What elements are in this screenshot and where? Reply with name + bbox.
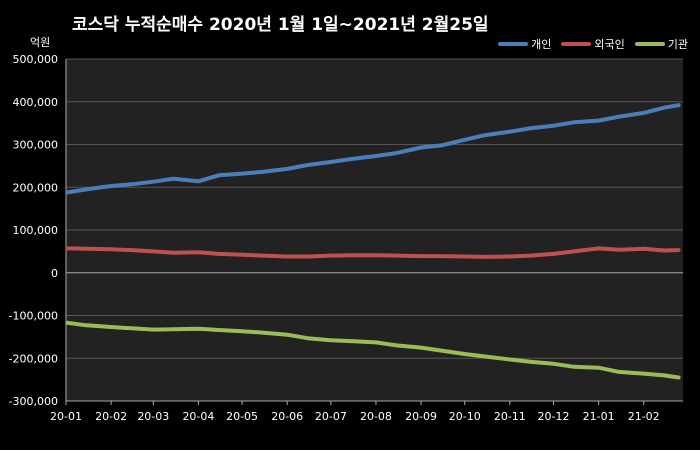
legend-swatch-individual (498, 42, 529, 46)
y-tick-label: 300,000 (13, 139, 59, 152)
legend-item-institution[interactable]: 기관 (634, 36, 688, 52)
x-tick-label: 20-09 (405, 410, 437, 423)
x-tick-label: 20-08 (360, 410, 392, 423)
y-tick-label: 500,000 (13, 53, 59, 66)
x-tick-label: 20-11 (494, 410, 526, 423)
series-line-2 (65, 320, 681, 380)
x-tick-label: 20-06 (271, 410, 303, 423)
x-tick-label: 20-07 (315, 410, 347, 423)
legend-label-individual: 개인 (531, 38, 552, 51)
y-tick-label: 100,000 (13, 224, 59, 237)
legend-label-institution: 기관 (667, 38, 688, 51)
y-axis-unit-label: 억원 (30, 36, 51, 49)
legend-item-foreign[interactable]: 외국인 (561, 36, 625, 52)
legend-item-individual[interactable]: 개인 (498, 36, 551, 52)
chart-title: 코스닥 누적순매수 2020년 1월 1일~2021년 2월25일 (72, 15, 489, 35)
x-tick-label: 20-01 (50, 410, 82, 423)
y-tick-label: 0 (51, 267, 58, 280)
series-line-0 (65, 103, 681, 195)
legend-swatch-institution (634, 42, 665, 46)
x-tick-label: 20-02 (95, 410, 127, 423)
x-tick-label: 20-03 (137, 410, 169, 423)
x-tick-label: 20-10 (449, 410, 481, 423)
series-line-1 (65, 246, 681, 259)
x-tick-label: 21-01 (583, 410, 615, 423)
y-tick-label: -100,000 (9, 310, 58, 323)
y-tick-label: -200,000 (9, 352, 58, 365)
y-tick-label: 200,000 (13, 181, 59, 194)
y-tick-label: -300,000 (9, 395, 58, 408)
legend-label-foreign: 외국인 (594, 38, 625, 51)
y-tick-label: 400,000 (13, 96, 59, 109)
chart-legend: 개인 외국인 기관 (498, 36, 688, 52)
x-tick-label: 20-12 (538, 410, 570, 423)
x-tick-label: 20-05 (226, 410, 258, 423)
x-tick-label: 20-04 (182, 410, 214, 423)
legend-swatch-foreign (561, 42, 592, 46)
x-tick-label: 21-02 (628, 410, 660, 423)
